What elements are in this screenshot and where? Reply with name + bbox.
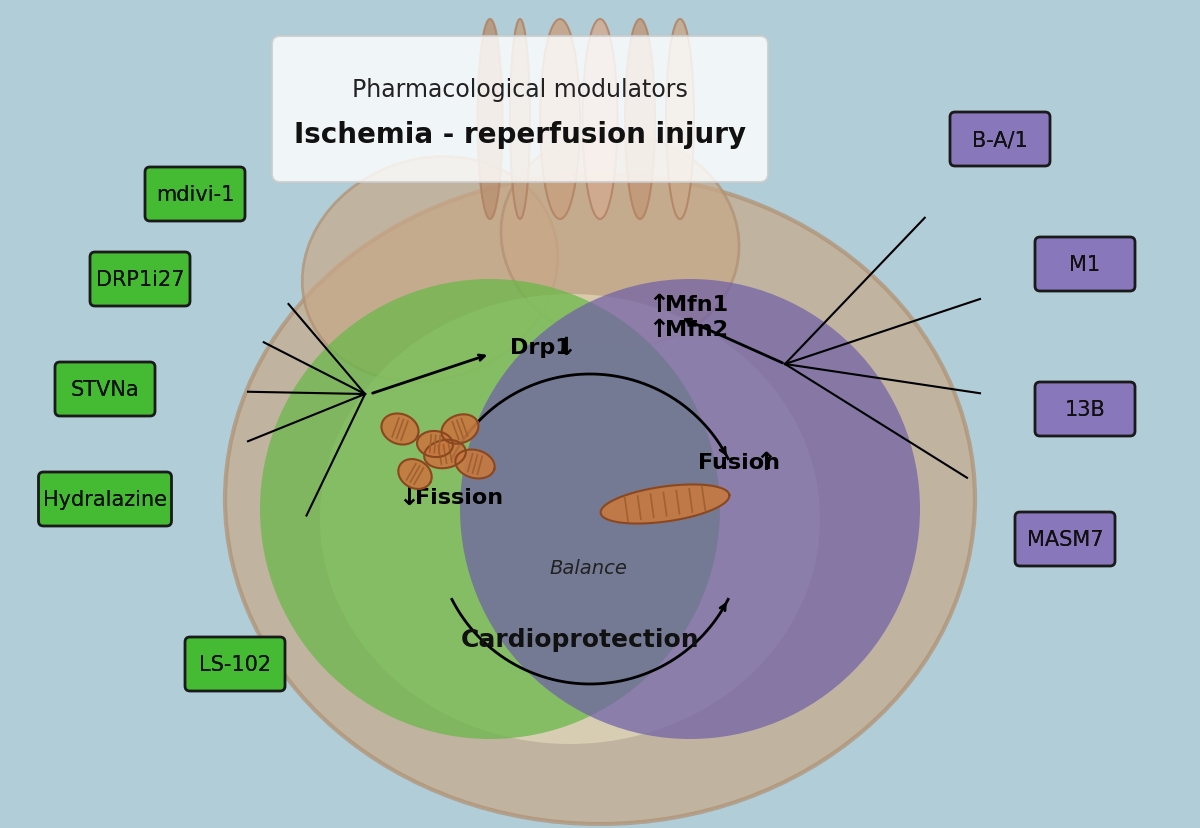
Text: M1: M1 [1069,255,1100,275]
Text: ↑: ↑ [648,292,670,316]
Text: Hydralazine: Hydralazine [43,489,167,509]
Text: STVNa: STVNa [71,379,139,400]
Text: Fission: Fission [415,488,503,508]
FancyBboxPatch shape [55,363,155,416]
Text: DRP1i27: DRP1i27 [96,270,185,290]
Ellipse shape [540,20,580,219]
Text: ↑: ↑ [755,450,776,474]
Text: 13B: 13B [1064,400,1105,420]
Text: MASM7: MASM7 [1027,529,1103,549]
Text: MASM7: MASM7 [1027,529,1103,549]
Text: ↑: ↑ [648,318,670,342]
Ellipse shape [260,280,720,739]
Ellipse shape [460,280,920,739]
Text: B-A/1: B-A/1 [972,130,1028,150]
Polygon shape [398,460,432,489]
FancyBboxPatch shape [950,113,1050,166]
Ellipse shape [510,20,530,219]
FancyBboxPatch shape [38,473,172,527]
Text: Pharmacological modulators: Pharmacological modulators [352,78,688,102]
FancyBboxPatch shape [145,168,245,222]
FancyBboxPatch shape [1034,238,1135,291]
Ellipse shape [666,20,694,219]
Polygon shape [442,415,479,444]
Text: M1: M1 [1069,255,1100,275]
Text: Fusion: Fusion [698,452,780,473]
Polygon shape [455,450,494,479]
Text: Cardioprotection: Cardioprotection [461,628,700,651]
Polygon shape [382,414,419,445]
Text: ↓: ↓ [556,335,576,359]
Text: Drp1: Drp1 [510,338,571,358]
Polygon shape [425,440,466,469]
Text: Balance: Balance [550,558,626,577]
Text: mdivi-1: mdivi-1 [156,185,234,205]
Text: DRP1i27: DRP1i27 [96,270,185,290]
Text: STVNa: STVNa [71,379,139,400]
Ellipse shape [500,134,739,345]
FancyBboxPatch shape [1034,383,1135,436]
Ellipse shape [582,20,618,219]
FancyBboxPatch shape [185,638,286,691]
Text: Mfn1: Mfn1 [665,295,728,315]
Text: Ischemia - reperfusion injury: Ischemia - reperfusion injury [294,121,746,149]
Text: B-A/1: B-A/1 [972,130,1028,150]
Text: 13B: 13B [1064,400,1105,420]
FancyBboxPatch shape [90,253,190,306]
Text: Mfn2: Mfn2 [665,320,728,339]
Text: ↓: ↓ [398,485,419,509]
Text: Hydralazine: Hydralazine [43,489,167,509]
Ellipse shape [320,295,820,744]
Text: LS-102: LS-102 [199,654,271,674]
Ellipse shape [625,20,655,219]
FancyBboxPatch shape [1015,513,1115,566]
Text: LS-102: LS-102 [199,654,271,674]
Polygon shape [600,485,730,524]
Ellipse shape [226,175,976,824]
Polygon shape [418,431,452,458]
Text: mdivi-1: mdivi-1 [156,185,234,205]
Ellipse shape [302,157,558,382]
Ellipse shape [478,20,503,219]
FancyBboxPatch shape [272,37,768,183]
